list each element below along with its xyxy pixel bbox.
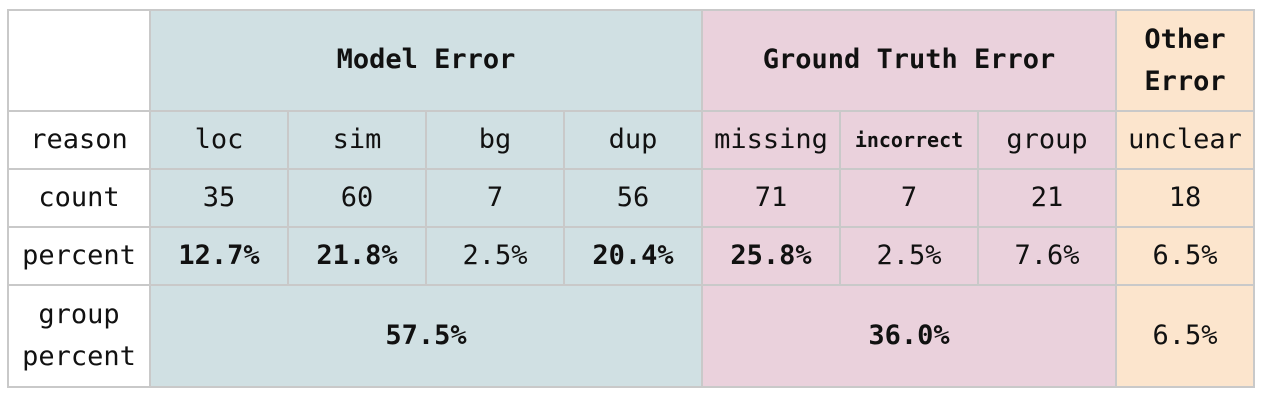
group-percent-model: 57.5% (149, 284, 703, 388)
reason-cell-bg: bg (425, 110, 565, 170)
other-error-header: Other Error (1115, 9, 1255, 112)
count-cell-loc: 35 (149, 168, 289, 228)
error-analysis-table: Model Error Ground Truth Error Other Err… (7, 9, 1255, 388)
ground-truth-error-header: Ground Truth Error (701, 9, 1117, 112)
reason-cell-group: group (977, 110, 1117, 170)
row-label-reason: reason (7, 110, 151, 170)
reason-cell-loc: loc (149, 110, 289, 170)
reason-cell-missing: missing (701, 110, 841, 170)
other-error-header-line1: Other (1144, 23, 1226, 55)
row-label-group-percent: group percent (7, 284, 151, 388)
reason-cell-unclear: unclear (1115, 110, 1255, 170)
corner-cell (7, 9, 151, 112)
percent-cell-incorrect: 2.5% (839, 226, 979, 286)
other-error-header-line2: Error (1144, 65, 1226, 97)
group-percent-row: group percent 57.5% 36.0% 6.5% (7, 284, 1255, 388)
row-label-group-line1: group (38, 299, 120, 331)
count-cell-dup: 56 (563, 168, 703, 228)
percent-cell-loc: 12.7% (149, 226, 289, 286)
row-label-percent: percent (7, 226, 151, 286)
percent-cell-dup: 20.4% (563, 226, 703, 286)
reason-cell-dup: dup (563, 110, 703, 170)
reason-cell-incorrect: incorrect (839, 110, 979, 170)
count-cell-bg: 7 (425, 168, 565, 228)
reason-cell-sim: sim (287, 110, 427, 170)
reason-row: reason loc sim bg dup missing incorrect … (7, 110, 1255, 170)
group-percent-other: 6.5% (1115, 284, 1255, 388)
count-cell-unclear: 18 (1115, 168, 1255, 228)
count-cell-sim: 60 (287, 168, 427, 228)
count-cell-missing: 71 (701, 168, 841, 228)
count-cell-incorrect: 7 (839, 168, 979, 228)
group-percent-gt: 36.0% (701, 284, 1117, 388)
group-header-row: Model Error Ground Truth Error Other Err… (7, 9, 1255, 112)
model-error-header: Model Error (149, 9, 703, 112)
percent-cell-unclear: 6.5% (1115, 226, 1255, 286)
percent-cell-bg: 2.5% (425, 226, 565, 286)
percent-cell-missing: 25.8% (701, 226, 841, 286)
percent-cell-group: 7.6% (977, 226, 1117, 286)
row-label-group-line2: percent (22, 341, 136, 372)
percent-row: percent 12.7% 21.8% 2.5% 20.4% 25.8% 2.5… (7, 226, 1255, 286)
count-cell-group: 21 (977, 168, 1117, 228)
row-label-count: count (7, 168, 151, 228)
count-row: count 35 60 7 56 71 7 21 18 (7, 168, 1255, 228)
percent-cell-sim: 21.8% (287, 226, 427, 286)
